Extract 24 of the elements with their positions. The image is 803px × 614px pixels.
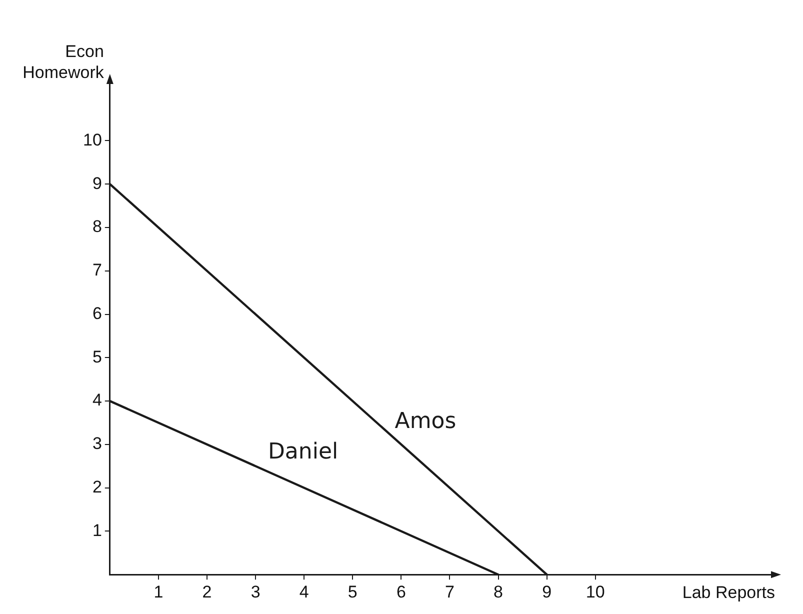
x-tick-label: 3 xyxy=(250,582,260,602)
y-axis-title: Econ Homework xyxy=(22,42,104,82)
x-tick-label: 10 xyxy=(586,582,605,602)
y-tick-label: 4 xyxy=(92,390,102,410)
x-tick-label: 4 xyxy=(299,582,309,602)
x-tick-label: 6 xyxy=(396,582,406,602)
x-tick-label: 2 xyxy=(202,582,212,602)
series-label: Amos xyxy=(394,408,456,434)
series-label: Daniel xyxy=(268,440,338,465)
y-tick-label: 6 xyxy=(92,304,102,323)
x-axis-title: Lab Reports xyxy=(682,582,775,602)
y-tick-label: 7 xyxy=(92,260,102,280)
y-tick-label: 1 xyxy=(92,520,102,540)
x-tick-label: 1 xyxy=(154,582,164,602)
x-tick-label: 8 xyxy=(494,582,504,602)
x-tick-label: 9 xyxy=(542,582,552,602)
y-tick-label: 3 xyxy=(92,434,102,454)
y-tick-label: 2 xyxy=(92,478,102,497)
y-tick-label: 8 xyxy=(92,217,102,236)
x-tick-label: 5 xyxy=(348,582,358,602)
y-tick-label: 10 xyxy=(82,130,102,150)
y-tick-label: 9 xyxy=(92,174,102,193)
y-tick-label: 5 xyxy=(92,347,102,366)
x-tick-label: 7 xyxy=(445,582,454,602)
